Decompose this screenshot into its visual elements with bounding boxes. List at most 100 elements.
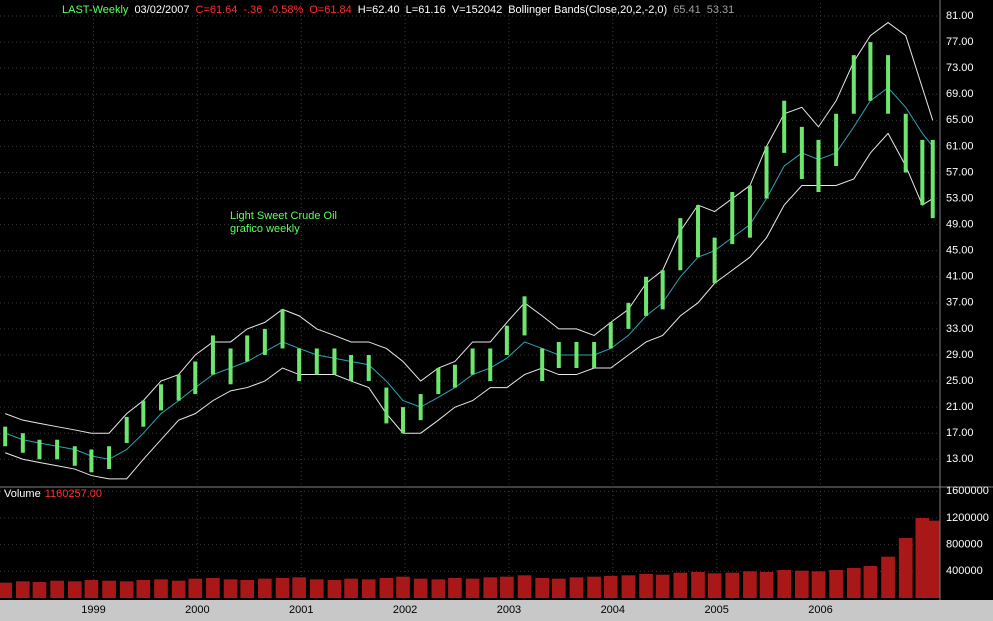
volume-header: Volume 1160257.00 <box>4 488 102 500</box>
y-tick-label: 33.00 <box>946 323 974 335</box>
x-tick-label: 2000 <box>185 604 209 616</box>
x-tick-label: 2004 <box>601 604 625 616</box>
y-tick-label: 41.00 <box>946 271 974 283</box>
volume-bar <box>240 580 255 598</box>
volume-label: Volume <box>4 488 41 500</box>
volume-bar <box>413 578 428 598</box>
y-tick-label: 25.00 <box>946 375 974 387</box>
volume-bar <box>258 578 272 598</box>
labels: 13.00 17.00 21.00 25.00 29.00 33.00 37.00 41.00… <box>4 4 989 616</box>
volume-bar <box>223 579 238 598</box>
y-tick-label: 49.00 <box>946 219 974 231</box>
y-tick-label: 81.00 <box>946 10 974 22</box>
x-tick-label: 2006 <box>808 604 832 616</box>
volume-bar <box>309 579 324 598</box>
y2-tick-label: 800000 <box>946 539 983 551</box>
time-axis-strip <box>0 600 993 621</box>
x-tick-label: 1999 <box>81 604 105 616</box>
volume-bar <box>206 578 220 598</box>
header-item: V=152042 <box>452 4 502 16</box>
y-tick-label: 69.00 <box>946 88 974 100</box>
header-item: 03/02/2007 <box>134 4 189 16</box>
header-item: Bollinger Bands(Close,20,2,-2,0) <box>508 4 667 16</box>
volume-bar <box>587 576 601 598</box>
volume-bar <box>925 520 940 598</box>
volume-bar <box>569 577 584 598</box>
volume-bar <box>707 573 722 598</box>
grid <box>0 3 940 598</box>
volume-bar <box>379 578 394 598</box>
volume-bar <box>396 576 410 598</box>
volume-bar <box>275 578 290 598</box>
volume-bar <box>361 579 376 598</box>
y2-tick-label: 1200000 <box>946 512 989 524</box>
y-tick-label: 73.00 <box>946 62 974 74</box>
volume-bar <box>16 581 30 598</box>
x-tick-label: 2003 <box>497 604 521 616</box>
volume-bar <box>898 538 913 598</box>
volume-bar <box>431 579 446 598</box>
volume-bar <box>846 568 861 598</box>
y-tick-label: 65.00 <box>946 114 974 126</box>
header-item: L=61.16 <box>406 4 446 16</box>
volume-bar <box>500 576 514 598</box>
volume-bar <box>344 578 358 598</box>
volume-bar <box>119 581 134 598</box>
volume-bar <box>102 580 116 598</box>
y-tick-label: 17.00 <box>946 427 974 439</box>
volume-bar <box>448 578 462 598</box>
volume-bar <box>465 578 480 598</box>
volume-bar <box>551 578 566 598</box>
y-tick-label: 37.00 <box>946 297 974 309</box>
volume-bar <box>0 582 13 598</box>
header-item: O=61.84 <box>309 4 352 16</box>
volume-bar <box>759 572 774 598</box>
header-item: -.36 <box>243 4 262 16</box>
volume-bar <box>32 582 47 598</box>
x-tick-label: 2001 <box>289 604 313 616</box>
volume-bar <box>50 580 64 598</box>
annotation: Light Sweet Crude Oil <box>230 210 337 222</box>
y-tick-label: 45.00 <box>946 245 974 257</box>
volume-bar <box>725 572 740 598</box>
volume-bar <box>655 574 670 598</box>
volume-bar <box>84 580 99 598</box>
volume-bar <box>67 581 82 598</box>
annotation: grafico weekly <box>230 223 300 235</box>
volume-bar <box>691 572 705 598</box>
volume-bar <box>795 570 809 598</box>
volume-bar <box>621 575 636 598</box>
y2-tick-label: 400000 <box>946 565 983 577</box>
marks <box>0 21 940 598</box>
volume-bar <box>535 578 550 598</box>
header-item: -0.58% <box>268 4 303 16</box>
volume-bar <box>292 577 306 598</box>
y-tick-label: 21.00 <box>946 401 974 413</box>
header-item: LAST-Weekly <box>62 4 129 16</box>
volume-bar <box>915 518 930 598</box>
y-tick-label: 61.00 <box>946 140 974 152</box>
y-tick-label: 77.00 <box>946 36 974 48</box>
volume-bar <box>517 575 532 598</box>
volume-bar <box>327 580 342 598</box>
band-line <box>5 132 933 480</box>
volume-last: 1160257.00 <box>45 488 102 500</box>
x-tick-label: 2002 <box>393 604 417 616</box>
volume-bar <box>188 578 203 598</box>
volume-bar <box>829 570 843 598</box>
y-tick-label: 13.00 <box>946 453 974 465</box>
volume-bar <box>811 571 826 598</box>
volume-bar <box>863 566 878 598</box>
y2-tick-label: 1600000 <box>946 485 989 497</box>
volume-bar <box>136 580 151 598</box>
header-item: C=61.64 <box>196 4 238 16</box>
header: LAST-Weekly 03/02/2007 C=61.64 -.36 -0.58% O=… <box>62 4 734 16</box>
volume-bar <box>743 571 757 598</box>
y-tick-label: 29.00 <box>946 349 974 361</box>
volume-bar <box>639 574 653 598</box>
y-tick-label: 53.00 <box>946 192 974 204</box>
volume-bar <box>171 580 186 598</box>
